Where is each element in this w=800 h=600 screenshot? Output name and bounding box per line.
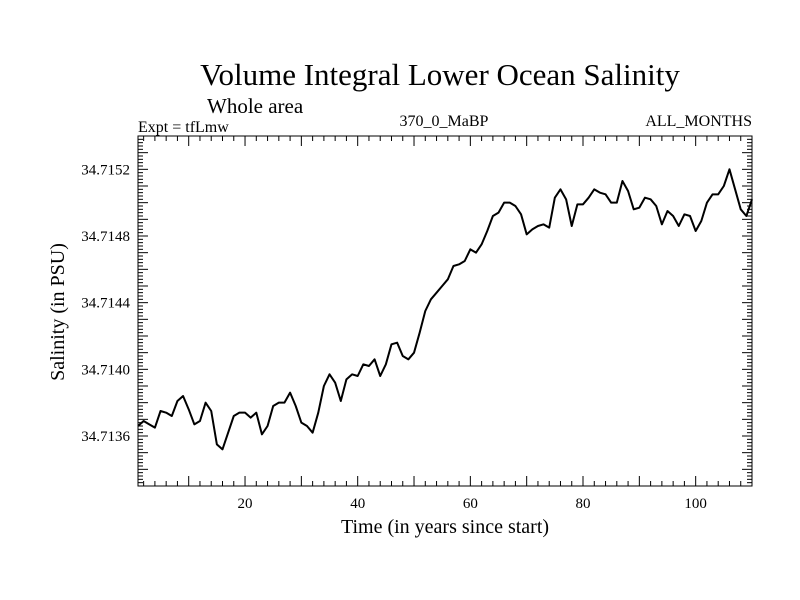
chart-title: Volume Integral Lower Ocean Salinity — [200, 57, 680, 92]
x-tick-label: 40 — [350, 496, 365, 512]
x-tick-label: 20 — [238, 496, 253, 512]
series-line-salinity — [137, 168, 753, 451]
series-layer — [137, 168, 753, 451]
y-tick-label: 34.7152 — [81, 162, 130, 178]
header-left: Expt = tfLmw — [138, 119, 229, 136]
y-tick-label: 34.7144 — [81, 296, 130, 312]
y-tick-label: 34.7140 — [81, 362, 130, 378]
header-right: ALL_MONTHS — [645, 113, 752, 130]
x-tick-label: 60 — [463, 496, 478, 512]
x-axis: 20 40 60 80 100 — [143, 136, 753, 512]
header-center: 370_0_MaBP — [400, 113, 489, 130]
plot-frame — [137, 135, 753, 487]
x-axis-label: Time (in years since start) — [341, 516, 549, 538]
y-axis-label: Salinity (in PSU) — [47, 243, 69, 381]
x-tick-label: 100 — [684, 496, 707, 512]
y-tick-label: 34.7136 — [81, 429, 130, 445]
x-tick-label: 80 — [576, 496, 591, 512]
chart-subtitle: Whole area — [207, 94, 304, 118]
plot-area — [137, 135, 753, 487]
y-axis: 34.7136 34.7140 34.7144 34.7148 34.7152 — [81, 135, 752, 487]
y-tick-label: 34.7148 — [81, 229, 130, 245]
